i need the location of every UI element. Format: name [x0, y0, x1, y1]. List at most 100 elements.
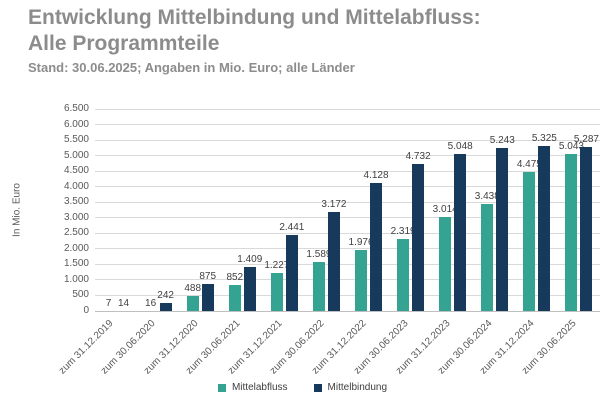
bar-mittelbindung: 3.172: [321, 199, 346, 311]
gridline: [95, 155, 600, 157]
gridline: [95, 248, 600, 250]
bar-group: 488 875: [179, 109, 221, 311]
bar-mittelabfluss: 2.319: [391, 226, 416, 311]
bar-mittelbindung: 2.441: [279, 222, 304, 311]
y-axis-labels: 0 500 1.000 1.500 2.000 2.500 3.000 3.500 4.000 4…: [0, 103, 89, 316]
gridline: [95, 294, 600, 296]
data-label: 1.589: [306, 248, 332, 260]
data-label: 2.441: [279, 222, 305, 234]
bar-mittelabfluss: 3.438: [475, 191, 500, 311]
chart-title-line1: Entwicklung Mittelbindung und Mittelabfl…: [28, 6, 481, 29]
bar-mittelbindung: 4.128: [364, 170, 389, 311]
data-label: 7: [105, 297, 112, 309]
bar-mittelabfluss: 1.589: [306, 249, 331, 311]
bar-group: 1.227 2.441: [263, 109, 305, 311]
bar-group: 852 1.409: [221, 109, 263, 311]
bar-mittelabfluss: 488: [184, 283, 201, 311]
bar-group: 3.438 5.243: [474, 109, 516, 311]
data-label: 16: [145, 297, 157, 309]
y-tick-label: 500: [72, 289, 89, 301]
legend-item-mittelabfluss: Mittelabfluss: [217, 382, 288, 393]
y-tick-label: 5.000: [63, 149, 89, 161]
bar-group: 1.589 3.172: [305, 109, 347, 311]
bar-group: 16 242: [137, 109, 179, 311]
gridline: [95, 108, 600, 110]
gridline: [95, 139, 600, 141]
data-label: 1.976: [348, 236, 374, 248]
bar-mittelbindung: 5.325: [532, 133, 557, 311]
bar-group: 4.475 5.325: [516, 109, 558, 311]
data-label: 3.172: [321, 199, 347, 211]
y-tick-label: 3.000: [63, 211, 89, 223]
y-tick-label: 1.000: [63, 273, 89, 285]
bar-mittelabfluss: 5.043: [559, 141, 584, 311]
bar-group: 2.319 4.732: [390, 109, 432, 311]
y-tick-label: 6.000: [63, 118, 89, 130]
bar-group: 7 14: [95, 109, 137, 311]
legend: Mittelabfluss Mittelbindung: [0, 382, 605, 393]
data-label: 4.128: [363, 169, 389, 181]
bar-mittelabfluss: 1.976: [349, 237, 374, 311]
legend-label: Mittelabfluss: [231, 382, 288, 393]
data-label: 5.243: [489, 135, 515, 147]
y-tick-label: 2.000: [63, 242, 89, 254]
bar-mittelbindung: 875: [199, 271, 216, 311]
legend-label: Mittelbindung: [327, 382, 388, 393]
bar-mittelbindung: 5.243: [490, 135, 515, 311]
data-label: 2.319: [390, 225, 416, 237]
bar-group: 1.976 4.128: [348, 109, 390, 311]
gridline: [95, 186, 600, 188]
bar-mittelabfluss: 4.475: [517, 159, 542, 311]
legend-swatch: [313, 383, 322, 392]
y-tick-label: 2.500: [63, 227, 89, 239]
data-label: 242: [157, 290, 174, 302]
gridline: [95, 124, 600, 126]
y-tick-label: 5.500: [63, 134, 89, 146]
gridline: [95, 217, 600, 219]
bar-group: 5.043 5.287: [558, 109, 600, 311]
plot-area: 7 14 16 242 488 875 852 1.409 1.227 2.441 1.589 3.1…: [95, 108, 600, 312]
legend-item-mittelbindung: Mittelbindung: [313, 382, 388, 393]
y-tick-label: 0: [83, 305, 89, 316]
chart-subtitle: Stand: 30.06.2025; Angaben in Mio. Euro;…: [28, 60, 355, 75]
gridline: [95, 279, 600, 281]
y-tick-label: 4.500: [63, 165, 89, 177]
bar-mittelbindung: 5.048: [448, 141, 473, 311]
data-label: 5.325: [531, 132, 557, 144]
data-label: 3.438: [474, 191, 500, 203]
bar-mittelbindung: 1.409: [237, 254, 262, 311]
y-tick-label: 1.500: [63, 258, 89, 270]
data-label: 4.475: [516, 158, 542, 170]
chart-header: Entwicklung Mittelbindung und Mittelabfl…: [28, 5, 481, 75]
x-axis-labels: zum 31.12.2019 zum 30.06.2020 zum 31.12.20…: [0, 315, 605, 379]
data-label: 3.014: [432, 204, 458, 216]
data-label: 852: [226, 271, 244, 283]
data-label: 5.048: [447, 141, 473, 153]
bar-mittelabfluss: 1.227: [264, 260, 289, 311]
chart-title-line2: Alle Programmteile: [28, 32, 220, 55]
y-tick-label: 4.000: [63, 180, 89, 192]
gridline: [95, 263, 600, 265]
data-label: 1.409: [237, 254, 263, 266]
data-label: 4.732: [405, 150, 431, 162]
bar-mittelbindung: 5.287: [574, 134, 599, 311]
data-label: 875: [199, 270, 217, 282]
legend-swatch: [217, 383, 226, 392]
gridline: [95, 232, 600, 234]
bar-mittelabfluss: 852: [226, 272, 243, 311]
x-axis-line: [95, 310, 600, 312]
y-tick-label: 6.500: [63, 103, 89, 114]
chart-title: Entwicklung Mittelbindung und Mittelabfl…: [28, 5, 481, 57]
bar-group: 3.014 5.048: [432, 109, 474, 311]
gridline: [95, 201, 600, 203]
data-label: 5.287: [573, 133, 599, 145]
gridline: [95, 170, 600, 172]
data-label: 488: [184, 282, 202, 294]
data-label: 1.227: [264, 259, 290, 271]
y-tick-label: 3.500: [63, 196, 89, 208]
data-label: 5.043: [558, 141, 584, 153]
bar-mittelbindung: 242: [157, 290, 174, 311]
bar-mittelabfluss: 3.014: [433, 204, 458, 311]
data-label: 14: [117, 297, 130, 309]
